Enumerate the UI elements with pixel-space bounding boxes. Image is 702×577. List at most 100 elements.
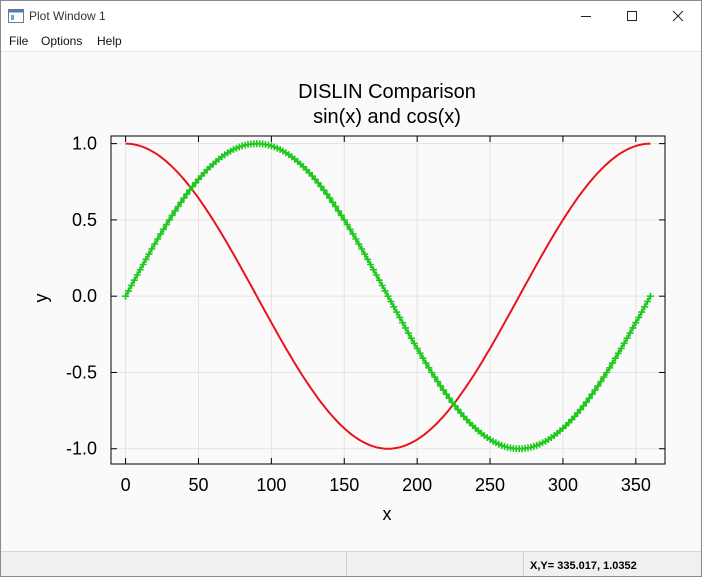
menu-bar: File Options Help	[1, 31, 701, 51]
data-point-marker	[402, 324, 409, 332]
chart-title: DISLIN Comparison	[298, 81, 476, 103]
data-point-marker	[154, 235, 162, 243]
data-point-marker	[145, 250, 153, 258]
data-point-marker	[434, 378, 442, 385]
data-point-marker	[445, 394, 453, 402]
plot-window-icon	[8, 9, 24, 23]
x-tick-label: 350	[621, 475, 651, 495]
data-point-marker	[340, 216, 348, 224]
data-point-marker	[387, 298, 395, 305]
minimize-button[interactable]	[563, 1, 609, 31]
data-point-marker	[646, 292, 654, 300]
close-button[interactable]	[655, 1, 701, 31]
status-segment-middle	[347, 552, 524, 576]
data-point-marker	[186, 186, 194, 194]
maximize-icon	[627, 11, 637, 21]
data-point-marker	[425, 364, 433, 372]
data-point-marker	[641, 303, 649, 311]
series-line-1	[125, 142, 651, 450]
data-point-marker	[396, 313, 404, 321]
data-point-marker	[384, 292, 392, 300]
data-point-marker	[609, 359, 616, 367]
data-point-marker	[160, 225, 167, 233]
x-tick-label: 200	[402, 475, 432, 495]
data-point-marker	[399, 319, 407, 327]
data-point-marker	[326, 194, 334, 202]
minimize-icon	[581, 16, 591, 17]
data-point-marker	[352, 235, 360, 243]
data-point-marker	[332, 203, 339, 210]
x-tick-label: 50	[188, 475, 208, 495]
data-point-marker	[576, 406, 584, 414]
data-point-marker	[390, 303, 398, 311]
data-point-marker	[183, 190, 191, 198]
data-point-marker	[361, 250, 369, 258]
window-title: Plot Window 1	[29, 9, 106, 23]
data-point-marker	[591, 386, 599, 394]
data-point-marker	[127, 282, 135, 289]
data-point-marker	[180, 194, 188, 202]
data-point-marker	[364, 255, 372, 263]
y-axis-label: y	[31, 294, 51, 303]
data-point-marker	[422, 359, 430, 367]
data-point-marker	[136, 266, 144, 274]
data-point-marker	[404, 329, 412, 337]
data-point-marker	[407, 334, 415, 342]
y-tick-label: 1.0	[72, 134, 97, 154]
axes-frame	[110, 135, 666, 465]
data-point-marker	[644, 298, 651, 305]
y-tick-label: -1.0	[66, 439, 97, 459]
data-point-marker	[585, 394, 593, 402]
data-point-marker	[597, 378, 605, 385]
data-point-marker	[635, 313, 643, 321]
data-point-marker	[638, 308, 646, 316]
data-point-marker	[416, 349, 424, 357]
data-point-marker	[177, 198, 185, 206]
data-point-marker	[611, 354, 619, 362]
data-point-marker	[329, 198, 337, 206]
data-point-marker	[381, 287, 389, 295]
data-point-marker	[142, 255, 150, 263]
menu-options[interactable]: Options	[41, 34, 83, 48]
data-point-marker	[626, 329, 634, 337]
menu-help[interactable]: Help	[97, 34, 122, 48]
data-point-marker	[372, 271, 380, 279]
data-point-marker	[437, 382, 444, 390]
x-tick-label: 0	[121, 475, 131, 495]
maximize-button[interactable]	[609, 1, 655, 31]
x-tick-label: 100	[256, 475, 286, 495]
data-point-marker	[431, 373, 439, 381]
data-point-marker	[171, 207, 179, 215]
data-point-marker	[393, 308, 401, 316]
data-point-marker	[320, 186, 328, 194]
title-bar[interactable]: Plot Window 1	[1, 1, 701, 31]
data-point-marker	[375, 276, 383, 284]
data-point-marker	[355, 240, 363, 248]
data-point-marker	[632, 319, 640, 327]
data-point-marker	[133, 271, 141, 279]
coordinate-readout: X,Y= 335.017, 1.0352	[530, 560, 637, 572]
data-point-marker	[369, 266, 377, 274]
data-point-marker	[410, 339, 418, 347]
data-point-marker	[378, 282, 386, 289]
data-point-marker	[148, 245, 156, 253]
x-axis-label: x	[383, 504, 392, 524]
y-tick-label: 0.5	[72, 210, 97, 230]
data-point-marker	[367, 261, 374, 268]
data-point-marker	[162, 221, 170, 229]
x-tick-label: 250	[475, 475, 505, 495]
menu-file[interactable]: File	[9, 34, 29, 48]
data-point-marker	[623, 334, 631, 342]
data-point-marker	[448, 398, 456, 406]
data-point-marker	[614, 349, 622, 357]
data-point-marker	[122, 292, 130, 300]
data-point-marker	[189, 182, 197, 190]
chart[interactable]: 0 50 100 150 200 250 300 350 1.0 0.5 0.0 -0.5 -1.0 D…	[1, 52, 701, 551]
close-icon	[672, 10, 684, 22]
data-point-marker	[130, 276, 138, 284]
chart-subtitle: sin(x) and cos(x)	[313, 106, 461, 128]
plot-area[interactable]: 0 50 100 150 200 250 300 350 1.0 0.5 0.0 -0.5 -1.0 D…	[1, 51, 701, 551]
x-tick-label: 150	[329, 475, 359, 495]
data-point-marker	[139, 261, 147, 268]
data-point-marker	[606, 364, 614, 372]
